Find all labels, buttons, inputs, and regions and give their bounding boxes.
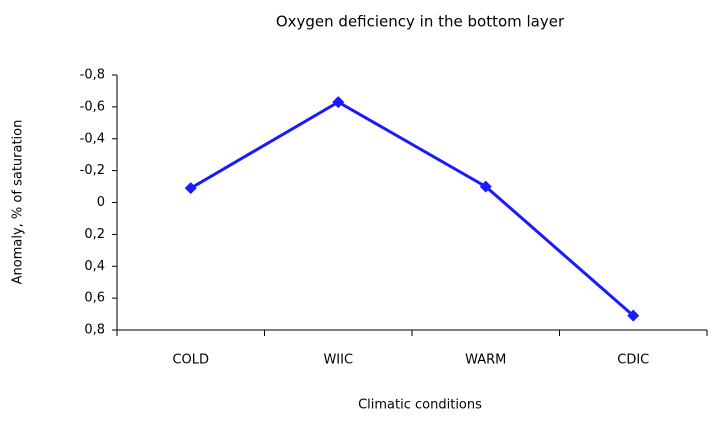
y-tick-label: -0,2 (80, 163, 105, 178)
y-axis-label: Anomaly, % of saturation (11, 120, 26, 285)
y-tick-label: 0 (97, 195, 105, 210)
y-tick-label: 0,4 (84, 259, 105, 274)
y-tick-label: 0,6 (84, 291, 105, 306)
y-tick-label: -0,6 (80, 99, 105, 114)
x-tick-label: WIIC (323, 353, 353, 368)
y-tick-label: 0,2 (84, 227, 105, 242)
marker (332, 96, 345, 109)
chart-title: Oxygen deficiency in the bottom layer (276, 13, 565, 31)
y-tick-label: -0,4 (80, 131, 105, 146)
y-tick-label: 0,8 (84, 323, 105, 338)
x-tick-label: CDIC (617, 353, 649, 368)
line (189, 100, 635, 317)
y-tick-label: -0,8 (80, 68, 105, 83)
marker (479, 180, 492, 193)
x-tick-label: WARM (465, 353, 506, 368)
marker (627, 309, 640, 322)
x-tick-label: COLD (172, 353, 209, 368)
marker (184, 182, 197, 195)
x-axis-label: Climatic conditions (358, 398, 482, 413)
